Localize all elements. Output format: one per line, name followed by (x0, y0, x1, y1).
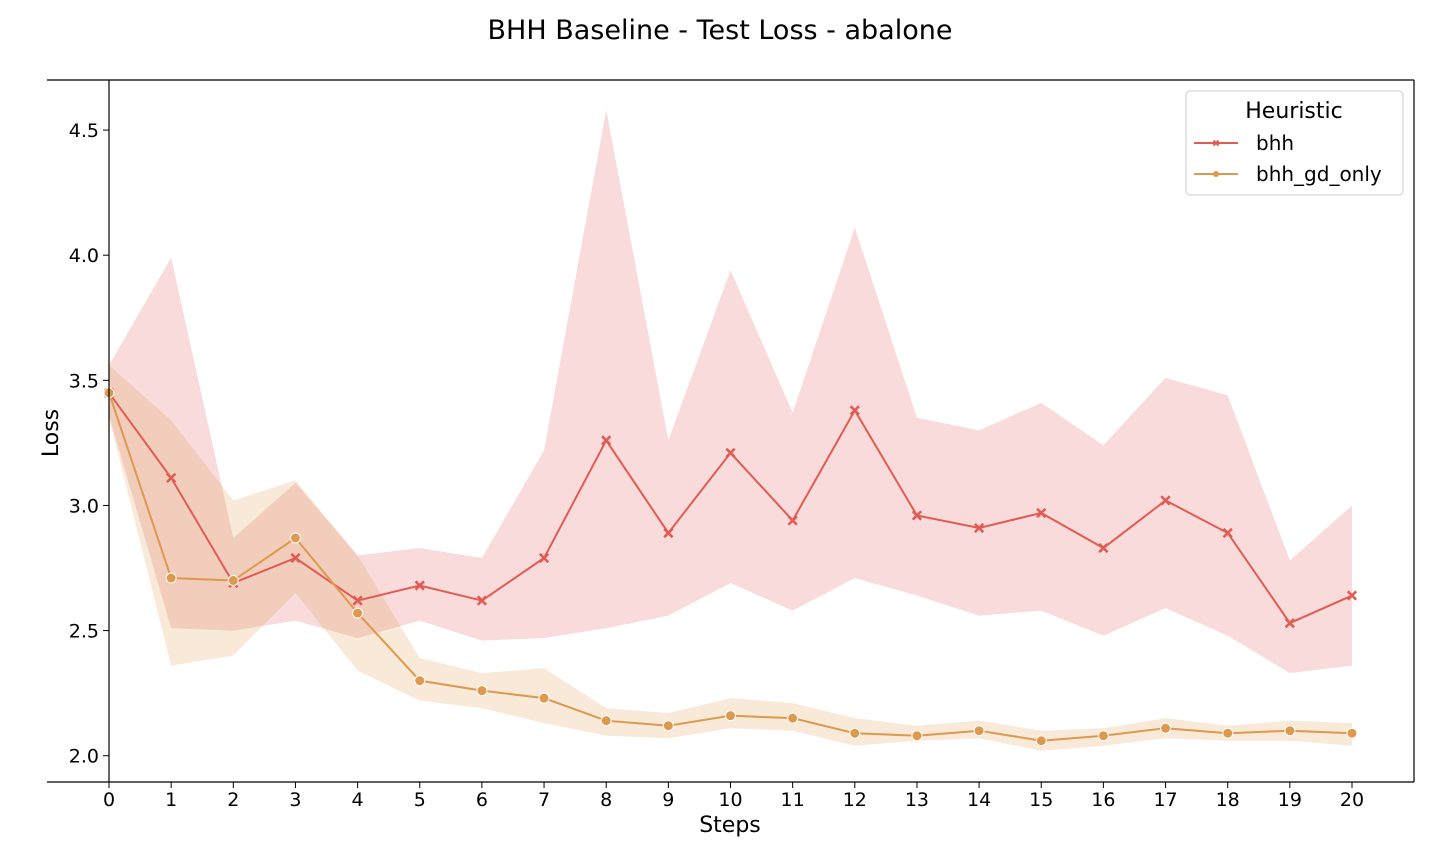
data-point-bhh-gd-only (600, 715, 612, 727)
data-point-bhh-gd-only (1160, 722, 1172, 734)
legend-item-bhh: bhh (1194, 131, 1294, 155)
legend-label-bhh: bhh (1256, 131, 1294, 155)
y-tick-label: 2.5 (69, 621, 99, 643)
x-tick-label: 0 (103, 789, 115, 811)
data-point-bhh (1036, 507, 1047, 519)
y-tick-label: 3.0 (69, 495, 99, 517)
data-point-bhh-gd-only (849, 727, 861, 739)
x-axis-label: Steps (699, 813, 761, 838)
legend-label-bhh-gd-only: bhh_gd_only (1256, 162, 1382, 186)
legend-items: bhh bhh_gd_only (1194, 131, 1382, 186)
data-point-bhh-gd-only (787, 712, 799, 724)
y-tick-label: 4.5 (69, 120, 99, 142)
x-tick-label: 19 (1278, 789, 1302, 811)
data-point-bhh-gd-only (1346, 727, 1358, 739)
series-markers (103, 387, 1358, 747)
data-point-bhh (476, 595, 488, 606)
data-point-bhh-gd-only (1284, 725, 1296, 737)
data-point-bhh-gd-only (662, 720, 674, 732)
x-tick-label: 15 (1029, 789, 1053, 811)
chart-title: BHH Baseline - Test Loss - abalone (488, 15, 953, 46)
x-tick-label: 3 (289, 789, 301, 811)
data-point-bhh (849, 405, 860, 416)
x-tick-label: 12 (843, 789, 867, 811)
data-point-bhh (911, 510, 923, 521)
legend-title: Heuristic (1245, 99, 1342, 124)
data-point-bhh-gd-only (352, 607, 364, 619)
x-tick-label: 5 (414, 789, 426, 811)
data-point-bhh-gd-only (165, 572, 177, 584)
data-point-bhh (1098, 542, 1109, 554)
data-point-bhh-gd-only (973, 725, 985, 737)
confidence-band-bhh (109, 110, 1352, 674)
data-point-bhh (538, 552, 550, 564)
data-point-bhh (1160, 495, 1171, 506)
x-tick-label: 14 (967, 789, 991, 811)
data-point-bhh-gd-only (725, 710, 736, 722)
confidence-bands (109, 110, 1352, 751)
data-point-bhh (1284, 617, 1295, 629)
data-point-bhh (663, 527, 674, 539)
data-point-bhh-gd-only (289, 532, 301, 544)
x-tick-label: 6 (476, 789, 488, 811)
data-point-bhh-gd-only (1222, 727, 1234, 739)
data-point-bhh-gd-only (414, 675, 426, 687)
legend-frame (1185, 90, 1404, 196)
data-point-bhh (973, 522, 985, 534)
x-tick-label: 8 (600, 789, 612, 811)
x-tick-label: 17 (1153, 789, 1177, 811)
data-point-bhh (290, 552, 301, 564)
legend-marker-bhh-gd-only (1213, 171, 1219, 177)
data-point-bhh-gd-only (538, 692, 550, 704)
y-axis-label: Loss (39, 409, 64, 457)
data-point-bhh (787, 515, 798, 526)
y-ticks: 2.0 2.5 3.0 3.5 4.0 4.5 (69, 120, 109, 768)
legend-marker-bhh (1212, 139, 1220, 147)
y-tick-label: 3.5 (69, 370, 99, 392)
x-tick-label: 9 (662, 789, 674, 811)
data-point-bhh (1222, 527, 1233, 539)
x-tick-label: 20 (1340, 789, 1364, 811)
y-tick-label: 4.0 (69, 245, 99, 267)
x-tick-label: 13 (905, 789, 929, 811)
data-point-bhh (414, 580, 425, 591)
confidence-band-bhh-gd-only (109, 365, 1352, 751)
data-point-bhh (725, 447, 736, 459)
data-point-bhh (166, 472, 177, 484)
legend-item-bhh-gd-only: bhh_gd_only (1194, 162, 1382, 186)
data-point-bhh-gd-only (476, 685, 488, 697)
x-tick-label: 7 (538, 789, 550, 811)
x-tick-label: 2 (227, 789, 239, 811)
x-ticks: 0 1 2 3 4 5 6 7 8 9 10 11 12 13 14 15 16 17 18 19 20 (103, 782, 1364, 811)
data-point-bhh-gd-only (1097, 730, 1109, 742)
x-tick-label: 18 (1216, 789, 1240, 811)
data-point-bhh-gd-only (1035, 735, 1047, 747)
x-tick-label: 16 (1091, 789, 1115, 811)
data-point-bhh (1346, 590, 1358, 601)
legend: Heuristic bhh bhh_gd_only (1185, 90, 1404, 196)
data-point-bhh (601, 435, 612, 446)
data-point-bhh (352, 595, 363, 606)
y-tick-label: 2.0 (69, 746, 99, 768)
data-point-bhh-gd-only (227, 575, 239, 587)
data-point-bhh-gd-only (911, 730, 923, 742)
x-tick-label: 10 (718, 789, 742, 811)
x-tick-label: 11 (781, 789, 805, 811)
x-tick-label: 1 (165, 789, 177, 811)
x-tick-label: 4 (352, 789, 364, 811)
